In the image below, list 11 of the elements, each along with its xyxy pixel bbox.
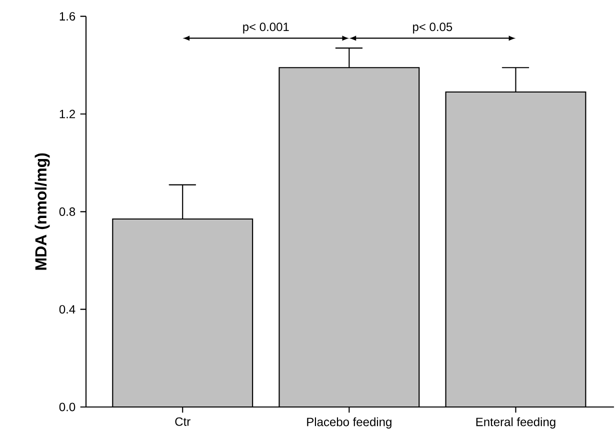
y-tick-label: 1.2 [60, 110, 75, 118]
annotation: p< 0.05 [413, 22, 452, 34]
y-tick-label: 0.0 [59, 402, 76, 412]
y-tick-label: 0.4 [59, 305, 76, 314]
x-tick-label: Ctr [175, 417, 190, 426]
x-tick-label: Enteral feeding [476, 417, 556, 429]
x-tick-label: Placebo feeding [307, 417, 392, 429]
annotation: p< 0.001 [243, 22, 289, 34]
y-tick-label: 1.6 [60, 12, 76, 21]
y-axis-title: MDA (nmol/mg) [34, 153, 50, 270]
y-tick-label: 0.8 [59, 207, 76, 216]
